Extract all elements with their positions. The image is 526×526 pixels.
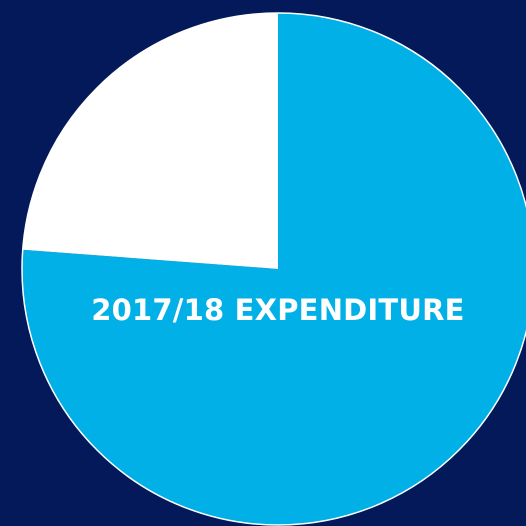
pie-slice-1 bbox=[22, 13, 526, 525]
pie-outline bbox=[21, 12, 526, 526]
pie-slices bbox=[21, 12, 526, 526]
chart-title: 2017/18 EXPENDITURE bbox=[91, 293, 464, 327]
pie-slice-2 bbox=[22, 13, 278, 269]
